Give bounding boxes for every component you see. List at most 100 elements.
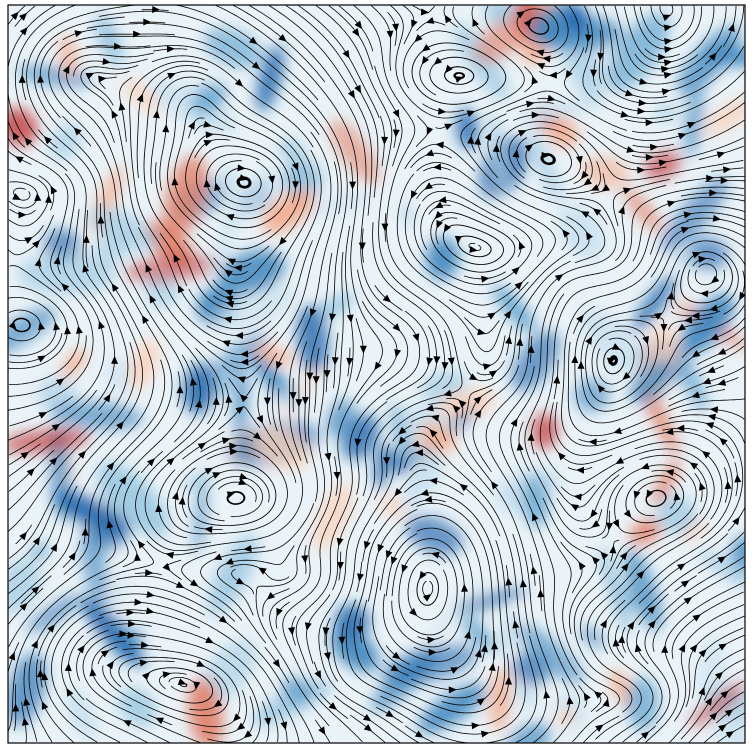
flow-arrow — [724, 480, 732, 490]
flow-arrow — [289, 392, 297, 401]
flow-arrow — [716, 151, 726, 159]
flow-arrow — [647, 620, 656, 629]
flow-arrow — [709, 304, 718, 312]
flow-arrow — [438, 196, 447, 204]
color-patch — [188, 678, 224, 743]
flow-arrow — [177, 678, 187, 685]
flow-arrow — [238, 478, 247, 485]
flow-arrow — [166, 457, 175, 466]
color-patch — [234, 371, 248, 436]
flow-arrow — [474, 409, 482, 419]
flow-arrow — [686, 122, 696, 129]
flow-arrow — [618, 205, 625, 215]
flow-arrow — [665, 428, 674, 436]
flow-arrow — [473, 396, 482, 405]
color-patch — [278, 139, 305, 162]
flow-arrow — [469, 245, 478, 253]
flow-arrow — [427, 636, 436, 644]
flow-arrow — [329, 313, 337, 322]
color-patch — [405, 515, 463, 555]
flow-arrow — [232, 713, 241, 722]
flow-arrow — [354, 438, 362, 447]
color-patch — [88, 518, 127, 550]
flow-arrow — [514, 281, 523, 290]
flow-arrow — [477, 328, 486, 336]
flow-arrow — [74, 30, 84, 38]
flow-arrow — [692, 614, 701, 622]
flow-arrow — [452, 404, 461, 413]
flow-arrow — [20, 451, 30, 460]
flow-arrow — [580, 211, 590, 219]
flow-arrow — [26, 468, 35, 477]
flow-arrow — [717, 348, 727, 355]
flow-arrow — [676, 424, 685, 432]
color-patch — [528, 130, 562, 204]
flow-arrow — [248, 36, 258, 45]
flow-arrow — [235, 406, 244, 414]
color-patch — [26, 594, 82, 633]
flow-arrow — [660, 323, 668, 332]
flow-arrow — [458, 399, 467, 408]
flow-arrow — [394, 487, 403, 497]
flow-arrow — [642, 335, 649, 345]
color-patch — [254, 344, 293, 366]
color-patch — [689, 682, 745, 728]
flow-arrow — [162, 562, 171, 572]
flow-arrow — [15, 156, 24, 164]
color-patch — [253, 426, 310, 471]
color-patch — [516, 623, 585, 685]
flow-arrow — [336, 537, 344, 547]
flow-arrow — [357, 573, 364, 582]
flow-arrow — [490, 480, 499, 490]
color-patch — [48, 123, 83, 161]
flow-arrow — [36, 669, 44, 678]
flow-arrow — [275, 360, 283, 370]
flow-arrow — [122, 720, 132, 727]
flow-arrow — [235, 332, 244, 340]
flow-arrow — [710, 275, 720, 284]
flow-arrow — [225, 558, 234, 565]
color-patch — [677, 355, 708, 411]
flow-arrow — [312, 376, 320, 385]
flow-arrow — [481, 643, 488, 653]
flow-arrow — [61, 283, 70, 292]
flow-arrow — [18, 74, 26, 83]
flow-arrow — [717, 556, 727, 564]
flow-arrow — [401, 564, 409, 573]
flow-arrow — [10, 11, 19, 21]
flow-arrow — [718, 724, 727, 732]
flow-arrow — [639, 78, 648, 85]
flow-arrow — [435, 141, 444, 149]
flow-arrow — [193, 681, 201, 690]
flow-arrow — [542, 55, 551, 63]
color-patch — [547, 116, 579, 148]
flow-arrow — [252, 432, 262, 440]
flow-arrow — [19, 602, 28, 611]
flow-arrow — [530, 565, 538, 575]
flow-arrow — [588, 438, 597, 446]
flow-arrow — [266, 591, 276, 600]
color-patch — [703, 46, 745, 67]
flow-arrow — [612, 638, 620, 647]
color-patch — [682, 519, 706, 543]
flow-arrow — [505, 577, 513, 586]
flow-arrow — [176, 385, 184, 394]
flow-arrow — [664, 38, 673, 45]
flow-arrow — [113, 42, 123, 50]
flow-arrow — [175, 581, 185, 589]
flow-arrow — [532, 512, 539, 522]
flow-arrow — [111, 109, 119, 119]
flow-arrow — [600, 551, 609, 560]
flow-arrow — [359, 345, 367, 354]
color-patch — [224, 169, 277, 229]
flow-arrow — [243, 730, 253, 739]
flow-arrow — [554, 274, 564, 282]
color-patch — [381, 644, 477, 686]
flow-arrow — [41, 701, 49, 710]
flow-arrow — [204, 526, 213, 534]
flow-arrow — [152, 110, 160, 119]
flow-arrow — [224, 289, 234, 297]
flow-arrow — [145, 569, 154, 577]
flow-arrow — [720, 177, 729, 185]
color-patch — [61, 348, 86, 378]
